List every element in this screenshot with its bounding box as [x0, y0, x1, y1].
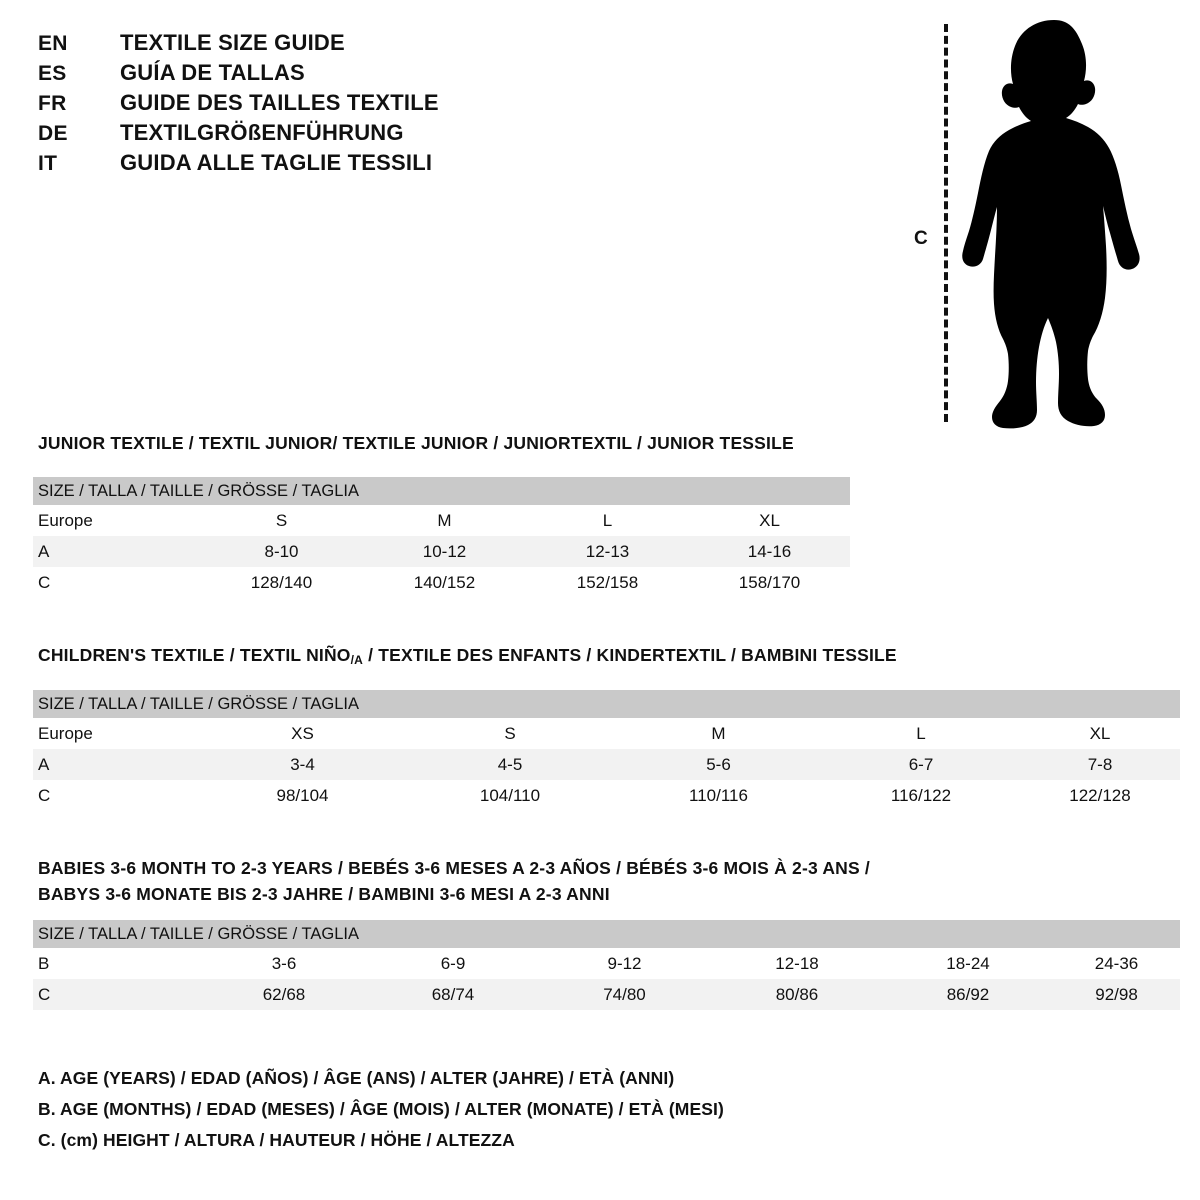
language-code-en: EN [38, 32, 68, 55]
junior-height-s: 128/140 [200, 567, 363, 598]
children-row-c-label: C [33, 780, 200, 811]
babies-height-1: 62/68 [200, 979, 368, 1010]
height-dashed-line [944, 24, 948, 422]
children-height-xl: 122/128 [1020, 780, 1180, 811]
children-size-table: SIZE / TALLA / TAILLE / GRÖSSE / TAGLIA … [33, 690, 1180, 811]
section-title-babies-line2: BABYS 3-6 MONATE BIS 2-3 JAHRE / BAMBINI… [38, 884, 610, 904]
children-size-xl: XL [1020, 718, 1180, 749]
children-age-m: 5-6 [615, 749, 822, 780]
junior-size-table: SIZE / TALLA / TAILLE / GRÖSSE / TAGLIA … [33, 477, 851, 598]
junior-height-m: 140/152 [363, 567, 526, 598]
babies-row-c: C 62/68 68/74 74/80 80/86 86/92 92/98 [33, 979, 1181, 1010]
babies-months-6-9: 6-9 [368, 948, 538, 979]
language-title-fr: GUIDE DES TAILLES TEXTILE [120, 90, 439, 115]
children-title-sub: /A [350, 653, 364, 667]
language-title-it: GUIDA ALLE TAGLIE TESSILI [120, 150, 433, 175]
language-row-fr: FR GUIDE DES TAILLES TEXTILE [38, 90, 558, 120]
junior-size-xl: XL [689, 505, 851, 536]
legend-row-a: A. AGE (YEARS) / EDAD (AÑOS) / ÂGE (ANS)… [38, 1068, 675, 1088]
language-title-en: TEXTILE SIZE GUIDE [120, 30, 345, 55]
babies-months-18-24: 18-24 [883, 948, 1053, 979]
babies-band-label: SIZE / TALLA / TAILLE / GRÖSSE / TAGLIA [33, 920, 1181, 948]
measurement-legend: A. AGE (YEARS) / EDAD (AÑOS) / ÂGE (ANS)… [38, 1068, 938, 1161]
language-row-it: IT GUIDA ALLE TAGLIE TESSILI [38, 150, 558, 180]
language-code-it: IT [38, 152, 58, 175]
junior-age-l: 12-13 [526, 536, 689, 567]
language-row-es: ES GUÍA DE TALLAS [38, 60, 558, 90]
children-row-a: A 3-4 4-5 5-6 6-7 7-8 [33, 749, 1180, 780]
junior-height-xl: 158/170 [689, 567, 851, 598]
babies-height-5: 86/92 [883, 979, 1053, 1010]
junior-row-a: A 8-10 10-12 12-13 14-16 [33, 536, 851, 567]
babies-height-3: 74/80 [538, 979, 711, 1010]
babies-height-2: 68/74 [368, 979, 538, 1010]
babies-months-9-12: 9-12 [538, 948, 711, 979]
babies-height-6: 92/98 [1053, 979, 1181, 1010]
junior-height-l: 152/158 [526, 567, 689, 598]
children-height-l: 116/122 [822, 780, 1020, 811]
language-title-list: EN TEXTILE SIZE GUIDE ES GUÍA DE TALLAS … [38, 30, 558, 180]
height-illustration: C [900, 10, 1150, 430]
junior-age-s: 8-10 [200, 536, 363, 567]
toddler-silhouette-icon [962, 20, 1140, 429]
children-height-m: 110/116 [615, 780, 822, 811]
babies-row-b: B 3-6 6-9 9-12 12-18 18-24 24-36 [33, 948, 1181, 979]
children-row-c: C 98/104 104/110 110/116 116/122 122/128 [33, 780, 1180, 811]
section-title-babies-line1: BABIES 3-6 MONTH TO 2-3 YEARS / BEBÉS 3-… [38, 858, 870, 878]
section-title-junior: JUNIOR TEXTILE / TEXTIL JUNIOR/ TEXTILE … [38, 433, 794, 453]
height-marker-label: C [914, 228, 928, 249]
babies-months-3-6: 3-6 [200, 948, 368, 979]
junior-age-xl: 14-16 [689, 536, 851, 567]
children-row-a-label: A [33, 749, 200, 780]
language-code-de: DE [38, 122, 68, 145]
children-band-label: SIZE / TALLA / TAILLE / GRÖSSE / TAGLIA [33, 690, 1180, 718]
junior-row-c: C 128/140 140/152 152/158 158/170 [33, 567, 851, 598]
children-age-xs: 3-4 [200, 749, 405, 780]
legend-row-c: C. (cm) HEIGHT / ALTURA / HAUTEUR / HÖHE… [38, 1130, 515, 1150]
children-age-l: 6-7 [822, 749, 1020, 780]
children-size-l: L [822, 718, 1020, 749]
babies-row-c-label: C [33, 979, 200, 1010]
children-size-m: M [615, 718, 822, 749]
language-title-es: GUÍA DE TALLAS [120, 60, 305, 85]
legend-row-b: B. AGE (MONTHS) / EDAD (MESES) / ÂGE (MO… [38, 1099, 724, 1119]
junior-size-m: M [363, 505, 526, 536]
children-size-xs: XS [200, 718, 405, 749]
section-title-children: CHILDREN'S TEXTILE / TEXTIL NIÑO/A / TEX… [38, 645, 897, 667]
junior-size-s: S [200, 505, 363, 536]
junior-age-m: 10-12 [363, 536, 526, 567]
children-row-europe: Europe XS S M L XL [33, 718, 1180, 749]
babies-height-4: 80/86 [711, 979, 883, 1010]
babies-band-row: SIZE / TALLA / TAILLE / GRÖSSE / TAGLIA [33, 920, 1181, 948]
children-size-s: S [405, 718, 615, 749]
children-age-s: 4-5 [405, 749, 615, 780]
children-height-s: 104/110 [405, 780, 615, 811]
language-code-es: ES [38, 62, 67, 85]
language-row-de: DE TEXTILGRÖßENFÜHRUNG [38, 120, 558, 150]
junior-row-a-label: A [33, 536, 200, 567]
babies-row-b-label: B [33, 948, 200, 979]
babies-size-table: SIZE / TALLA / TAILLE / GRÖSSE / TAGLIA … [33, 920, 1181, 1010]
children-row-europe-label: Europe [33, 718, 200, 749]
children-height-xs: 98/104 [200, 780, 405, 811]
junior-row-europe-label: Europe [33, 505, 200, 536]
babies-months-12-18: 12-18 [711, 948, 883, 979]
junior-band-row: SIZE / TALLA / TAILLE / GRÖSSE / TAGLIA [33, 477, 851, 505]
children-title-post: / TEXTILE DES ENFANTS / KINDERTEXTIL / B… [363, 645, 897, 665]
children-age-xl: 7-8 [1020, 749, 1180, 780]
junior-band-label: SIZE / TALLA / TAILLE / GRÖSSE / TAGLIA [33, 477, 851, 505]
junior-size-l: L [526, 505, 689, 536]
junior-row-c-label: C [33, 567, 200, 598]
children-band-row: SIZE / TALLA / TAILLE / GRÖSSE / TAGLIA [33, 690, 1180, 718]
language-row-en: EN TEXTILE SIZE GUIDE [38, 30, 558, 60]
language-title-de: TEXTILGRÖßENFÜHRUNG [120, 120, 404, 145]
language-code-fr: FR [38, 92, 67, 115]
babies-months-24-36: 24-36 [1053, 948, 1181, 979]
children-title-pre: CHILDREN'S TEXTILE / TEXTIL NIÑO [38, 645, 351, 665]
junior-row-europe: Europe S M L XL [33, 505, 851, 536]
